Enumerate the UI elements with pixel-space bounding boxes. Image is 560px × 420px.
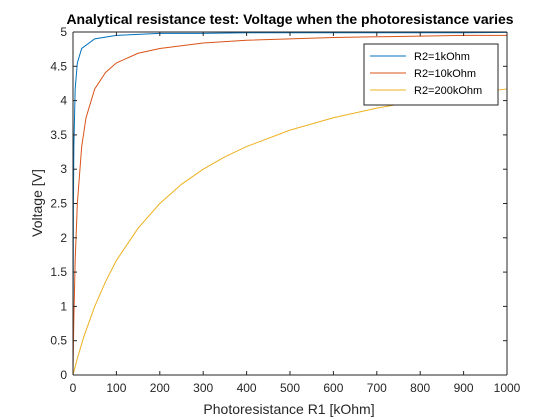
series-line-2 [72, 34, 507, 376]
y-tick-label: 4 [60, 94, 67, 108]
legend-box [363, 43, 499, 106]
x-tick-label: 400 [237, 381, 257, 395]
y-tick-label: 4.5 [50, 59, 67, 73]
x-tick-label: 100 [106, 381, 126, 395]
y-tick-label: 3.5 [50, 128, 67, 142]
x-tick-label: 1000 [494, 381, 521, 395]
legend: R2=1kOhm R2=10kOhm R2=200kOhm [363, 43, 499, 106]
series-line-3 [72, 88, 508, 376]
chart-title: Analytical resistance test: Voltage when… [66, 11, 513, 27]
y-tick-label: 0.5 [50, 334, 67, 348]
x-tick-label: 800 [410, 381, 430, 395]
x-tick-label: 200 [150, 381, 170, 395]
x-tick-label: 300 [193, 381, 213, 395]
y-tick-label: 5 [60, 25, 67, 39]
y-tick-label: 1.5 [50, 265, 67, 279]
legend-label-3: R2=200kOhm [414, 85, 482, 97]
y-tick-label: 1 [60, 299, 67, 313]
x-axis-title: Photoresistance R1 [kOhm] [203, 401, 374, 417]
x-tick-label: 900 [454, 381, 474, 395]
legend-label-2: R2=10kOhm [414, 68, 476, 80]
x-tick-label: 600 [323, 381, 343, 395]
y-axis-title: Voltage [V] [29, 169, 45, 237]
y-tick-label: 2.5 [50, 197, 67, 211]
y-tick-label: 2 [60, 231, 67, 245]
x-tick-label: 700 [367, 381, 387, 395]
x-tick-label: 0 [70, 381, 77, 395]
x-tick-label: 500 [280, 381, 300, 395]
y-tick-label: 0 [60, 368, 67, 382]
legend-label-1: R2=1kOhm [414, 51, 470, 63]
y-tick-label: 3 [60, 162, 67, 176]
